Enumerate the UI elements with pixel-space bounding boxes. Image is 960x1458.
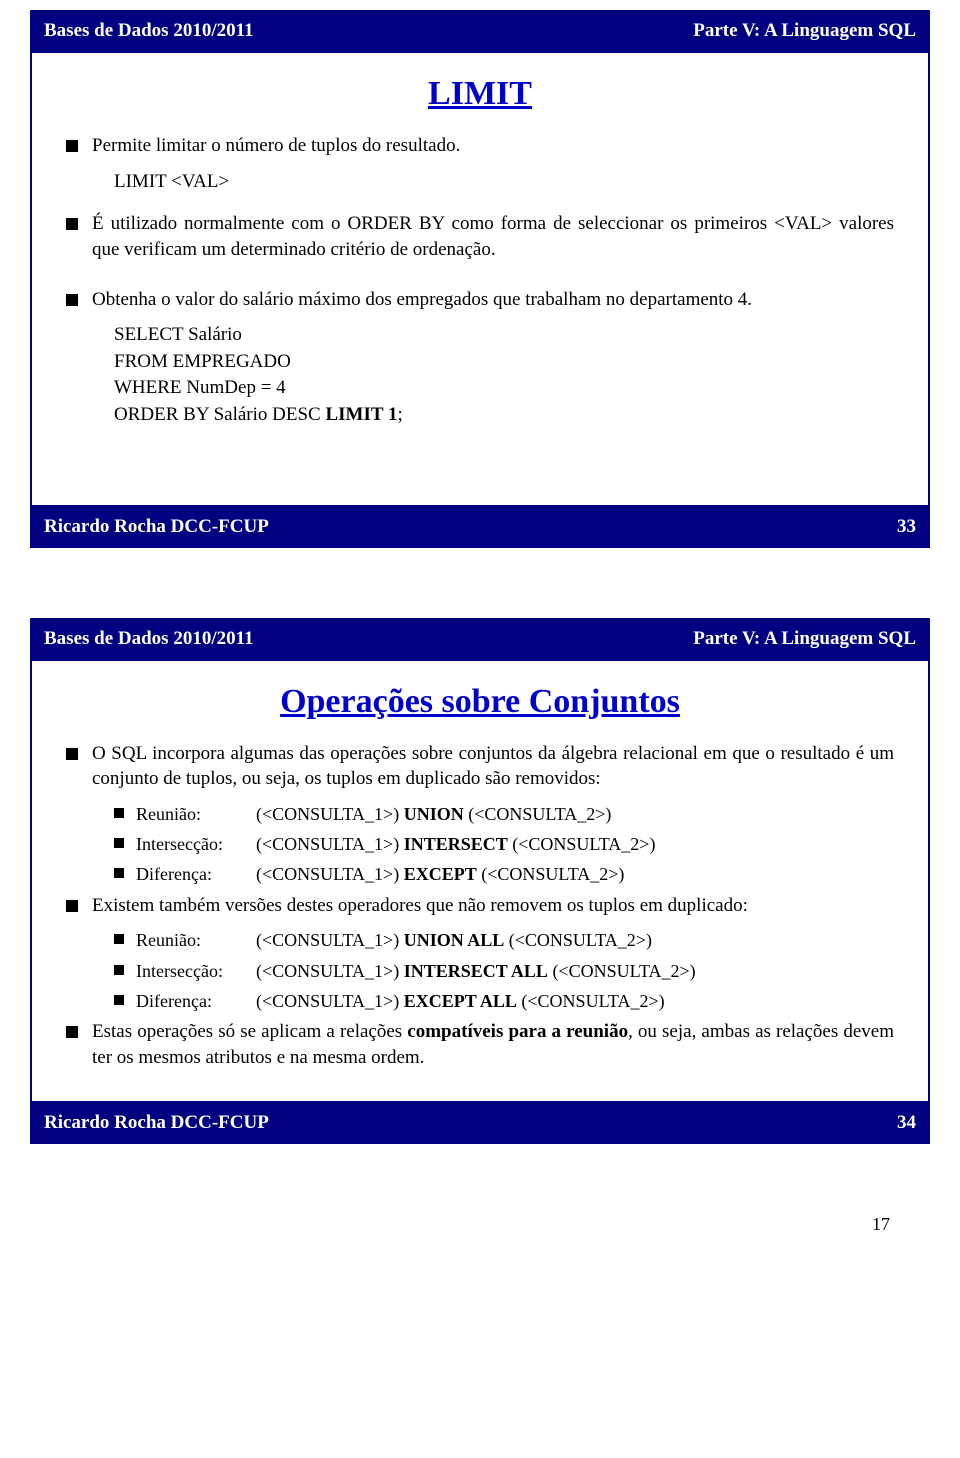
slide-body: Permite limitar o número de tuplos do re… <box>32 123 928 505</box>
sql-line: FROM EMPREGADO <box>114 349 894 376</box>
footer-author: Ricardo Rocha DCC-FCUP <box>32 1104 868 1142</box>
slide-title: Operações sobre Conjuntos <box>32 661 928 731</box>
bullet-icon <box>114 934 124 944</box>
bullet-text: É utilizado normalmente com o ORDER BY c… <box>92 211 894 262</box>
slide-footer: Ricardo Rocha DCC-FCUP 33 <box>32 505 928 546</box>
bullet-icon <box>66 748 78 760</box>
header-part: Parte V: A Linguagem SQL <box>480 620 928 658</box>
slide-limit: Bases de Dados 2010/2011 Parte V: A Ling… <box>30 10 930 548</box>
slide-body: O SQL incorpora algumas das operações so… <box>32 731 928 1101</box>
sub-bullet: Reunião: (<CONSULTA_1>) UNION (<CONSULTA… <box>114 802 894 826</box>
op-syntax: (<CONSULTA_1>) EXCEPT (<CONSULTA_2>) <box>256 862 894 886</box>
bullet: O SQL incorpora algumas das operações so… <box>66 741 894 792</box>
bullet-text: O SQL incorpora algumas das operações so… <box>92 741 894 792</box>
sql-block: SELECT Salário FROM EMPREGADO WHERE NumD… <box>114 322 894 428</box>
sql-line: SELECT Salário <box>114 322 894 349</box>
op-label: Diferença: <box>136 989 256 1013</box>
bullet-text: Existem também versões destes operadores… <box>92 893 894 919</box>
op-label: Reunião: <box>136 928 256 952</box>
footer-page: 34 <box>868 1104 928 1142</box>
header-part: Parte V: A Linguagem SQL <box>480 12 928 50</box>
bullet: Obtenha o valor do salário máximo dos em… <box>66 287 894 313</box>
sub-bullet: Intersecção: (<CONSULTA_1>) INTERSECT AL… <box>114 959 894 983</box>
bullet-icon <box>114 995 124 1005</box>
sub-bullet: Intersecção: (<CONSULTA_1>) INTERSECT (<… <box>114 832 894 856</box>
op-label: Diferença: <box>136 862 256 886</box>
header-course: Bases de Dados 2010/2011 <box>32 620 480 658</box>
bullet-icon <box>66 140 78 152</box>
slide-header: Bases de Dados 2010/2011 Parte V: A Ling… <box>32 12 928 53</box>
bullet-text: Permite limitar o número de tuplos do re… <box>92 133 894 159</box>
bullet-icon <box>66 1026 78 1038</box>
sql-line: WHERE NumDep = 4 <box>114 375 894 402</box>
bullet-icon <box>66 294 78 306</box>
footer-author: Ricardo Rocha DCC-FCUP <box>32 508 868 546</box>
bullet-text: Estas operações só se aplicam a relações… <box>92 1019 894 1070</box>
slide-title: LIMIT <box>32 53 928 123</box>
op-label: Intersecção: <box>136 959 256 983</box>
op-syntax: (<CONSULTA_1>) UNION ALL (<CONSULTA_2>) <box>256 928 894 952</box>
op-syntax: (<CONSULTA_1>) UNION (<CONSULTA_2>) <box>256 802 894 826</box>
bullet-text: Obtenha o valor do salário máximo dos em… <box>92 287 894 313</box>
op-label: Reunião: <box>136 802 256 826</box>
sub-bullet: Diferença: (<CONSULTA_1>) EXCEPT (<CONSU… <box>114 862 894 886</box>
op-syntax: (<CONSULTA_1>) INTERSECT ALL (<CONSULTA_… <box>256 959 894 983</box>
bullet-icon <box>114 838 124 848</box>
sub-bullet: Diferença: (<CONSULTA_1>) EXCEPT ALL (<C… <box>114 989 894 1013</box>
sql-line: ORDER BY Salário DESC LIMIT 1; <box>114 402 894 429</box>
op-syntax: (<CONSULTA_1>) EXCEPT ALL (<CONSULTA_2>) <box>256 989 894 1013</box>
page-number: 17 <box>30 1214 930 1235</box>
bullet: Permite limitar o número de tuplos do re… <box>66 133 894 159</box>
header-course: Bases de Dados 2010/2011 <box>32 12 480 50</box>
slide-footer: Ricardo Rocha DCC-FCUP 34 <box>32 1101 928 1142</box>
bullet: Existem também versões destes operadores… <box>66 893 894 919</box>
footer-page: 33 <box>868 508 928 546</box>
bullet: É utilizado normalmente com o ORDER BY c… <box>66 211 894 262</box>
slide-operacoes: Bases de Dados 2010/2011 Parte V: A Ling… <box>30 618 930 1144</box>
syntax-line: LIMIT <VAL> <box>114 169 894 196</box>
op-syntax: (<CONSULTA_1>) INTERSECT (<CONSULTA_2>) <box>256 832 894 856</box>
page: Bases de Dados 2010/2011 Parte V: A Ling… <box>0 0 960 1265</box>
bullet-icon <box>114 965 124 975</box>
bullet: Estas operações só se aplicam a relações… <box>66 1019 894 1070</box>
sub-bullet: Reunião: (<CONSULTA_1>) UNION ALL (<CONS… <box>114 928 894 952</box>
slide-header: Bases de Dados 2010/2011 Parte V: A Ling… <box>32 620 928 661</box>
bullet-icon <box>114 808 124 818</box>
op-label: Intersecção: <box>136 832 256 856</box>
bullet-icon <box>114 868 124 878</box>
bullet-icon <box>66 218 78 230</box>
bullet-icon <box>66 900 78 912</box>
